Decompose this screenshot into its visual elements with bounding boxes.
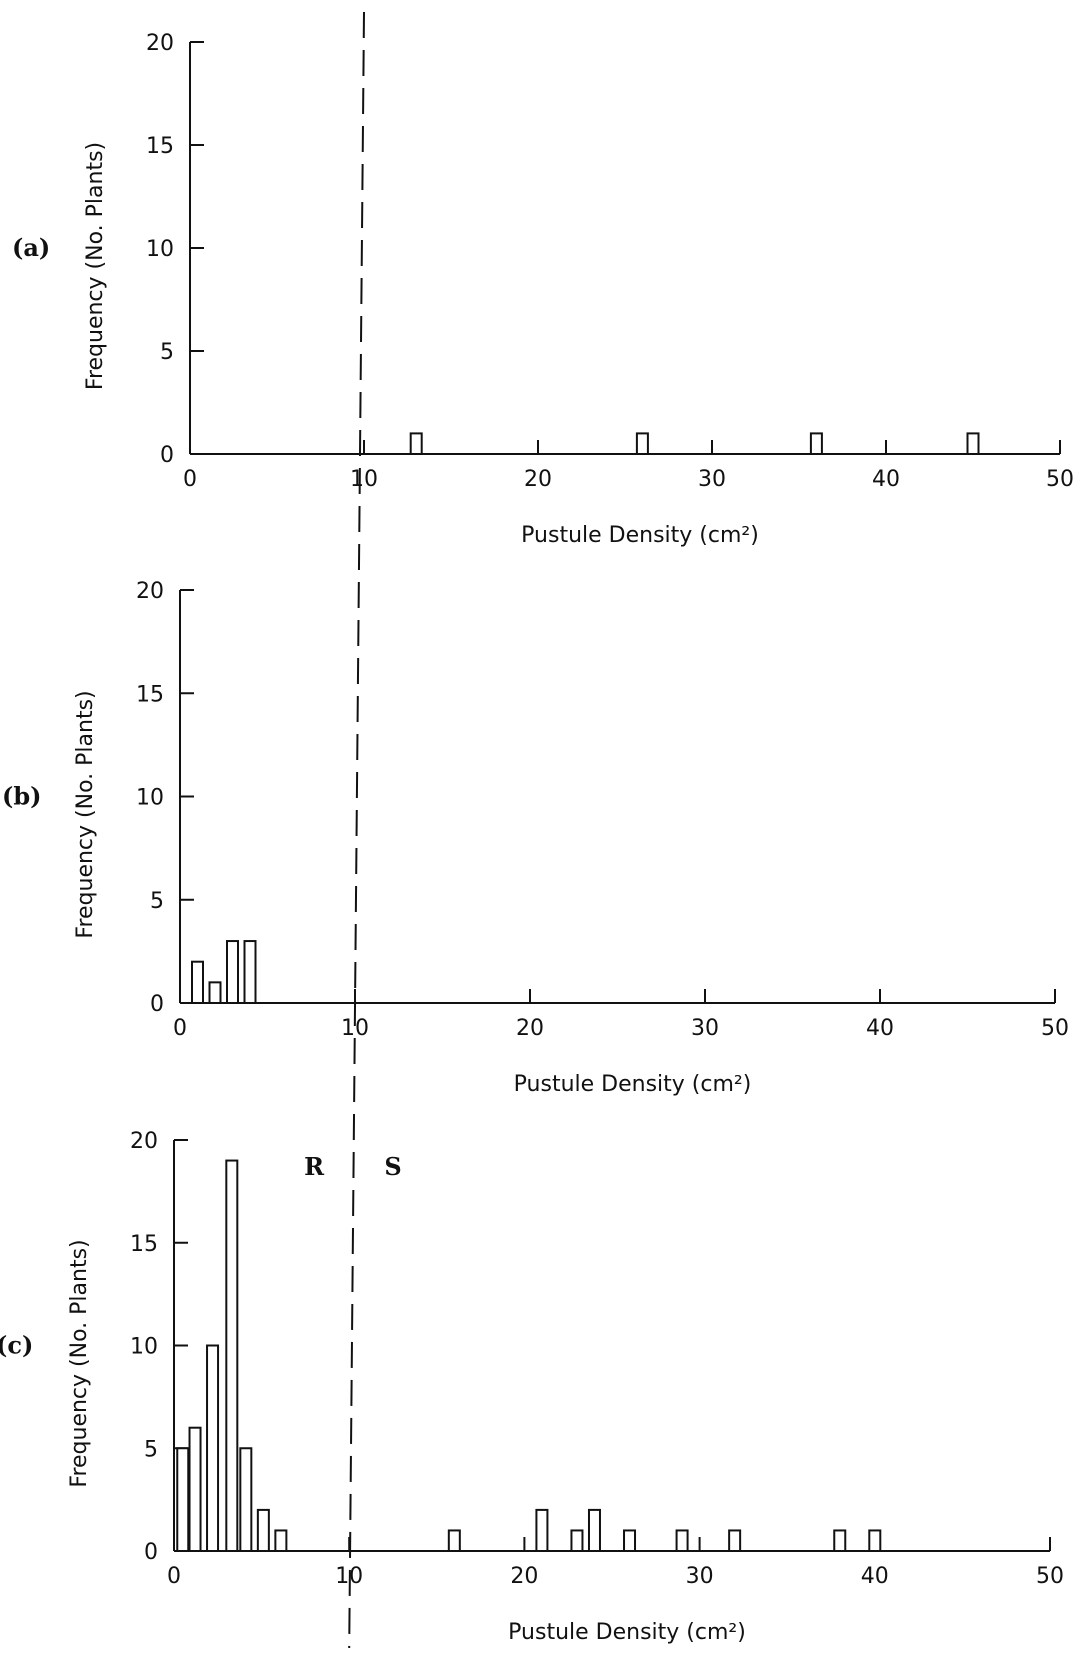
histogram-bar: [239, 1447, 253, 1552]
x-tick-label: 50: [1041, 1016, 1069, 1041]
histogram-bar: [833, 1529, 847, 1552]
x-tick-label: 40: [861, 1564, 889, 1589]
histogram-bar: [675, 1529, 689, 1552]
x-tick-label: 30: [686, 1564, 714, 1589]
x-tick-label: 0: [167, 1564, 181, 1589]
y-axis-title: Frequency (No. Plants): [83, 142, 108, 390]
x-tick-label: 40: [872, 467, 900, 492]
region-label-s: S: [384, 1152, 401, 1181]
histogram-bar: [809, 432, 823, 455]
x-tick-label: 30: [691, 1016, 719, 1041]
y-tick-label: 15: [130, 1232, 158, 1257]
histogram-bar: [728, 1529, 742, 1552]
x-tick-label: 40: [866, 1016, 894, 1041]
histogram-bar: [206, 1344, 220, 1552]
y-tick-label: 0: [160, 443, 174, 468]
histogram-bar: [188, 1426, 202, 1552]
region-label-r: R: [304, 1152, 325, 1181]
threshold-dashed-line: [348, 11, 365, 1649]
histogram-bar: [274, 1529, 288, 1552]
histogram-bar: [447, 1529, 461, 1552]
panel-label: (b): [2, 782, 42, 811]
histogram-bar: [208, 981, 222, 1004]
histogram-bar: [966, 432, 980, 455]
histogram-bar: [570, 1529, 584, 1552]
histogram-bar: [623, 1529, 637, 1552]
panel-label: (a): [12, 233, 50, 262]
histogram-bar: [176, 1447, 190, 1552]
y-tick-label: 20: [136, 579, 164, 604]
x-tick-label: 20: [516, 1016, 544, 1041]
x-tick-label: 10: [350, 467, 378, 492]
histogram-bar: [409, 432, 423, 455]
x-tick-label: 0: [173, 1016, 187, 1041]
histogram-bar: [243, 940, 257, 1004]
x-axis-title: Pustule Density (cm²): [514, 1072, 752, 1097]
y-tick-label: 5: [150, 889, 164, 914]
y-tick-label: 20: [130, 1129, 158, 1154]
x-axis-title: Pustule Density (cm²): [508, 1620, 746, 1645]
histogram-bar: [868, 1529, 882, 1552]
y-tick-label: 20: [146, 31, 174, 56]
x-tick-label: 20: [510, 1564, 538, 1589]
panel-label: (c): [0, 1331, 33, 1360]
x-tick-label: 20: [524, 467, 552, 492]
x-tick-label: 50: [1046, 467, 1074, 492]
y-tick-label: 0: [144, 1540, 158, 1565]
histogram-bar: [225, 1159, 239, 1553]
histogram-bar: [635, 432, 649, 455]
y-axis-title: Frequency (No. Plants): [67, 1239, 92, 1487]
y-tick-label: 10: [130, 1335, 158, 1360]
x-tick-label: 30: [698, 467, 726, 492]
chart-panel-a: 0 10 20 30 40 50 0 5 10 15 20 Pustule Density (cm²)…: [12, 31, 1074, 548]
y-tick-label: 10: [146, 237, 174, 262]
histogram-bar: [191, 960, 204, 1005]
histogram-bar: [535, 1508, 549, 1553]
y-axis-title: Frequency (No. Plants): [73, 690, 98, 938]
y-tick-label: 5: [160, 340, 174, 365]
y-tick-label: 10: [136, 786, 164, 811]
x-axis-title: Pustule Density (cm²): [521, 523, 759, 548]
histogram-bar: [587, 1508, 601, 1553]
histogram-bar: [256, 1508, 270, 1553]
y-tick-label: 0: [150, 992, 164, 1017]
y-tick-label: 15: [146, 134, 174, 159]
y-tick-label: 5: [144, 1437, 158, 1462]
x-tick-label: 50: [1036, 1564, 1064, 1589]
y-tick-label: 15: [136, 682, 164, 707]
histogram-bar: [226, 940, 239, 1004]
x-tick-label: 0: [183, 467, 197, 492]
